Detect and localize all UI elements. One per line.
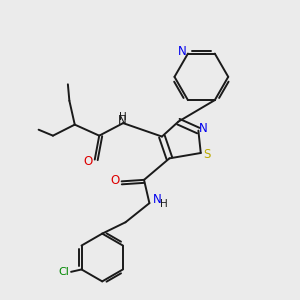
Text: N: N [118, 114, 127, 127]
Text: H: H [160, 199, 168, 209]
Text: Cl: Cl [58, 267, 69, 277]
Text: H: H [119, 112, 126, 122]
Text: O: O [84, 155, 93, 168]
Text: N: N [152, 193, 161, 206]
Text: O: O [110, 174, 120, 187]
Text: S: S [204, 148, 211, 161]
Text: N: N [200, 122, 208, 135]
Text: N: N [178, 45, 186, 58]
